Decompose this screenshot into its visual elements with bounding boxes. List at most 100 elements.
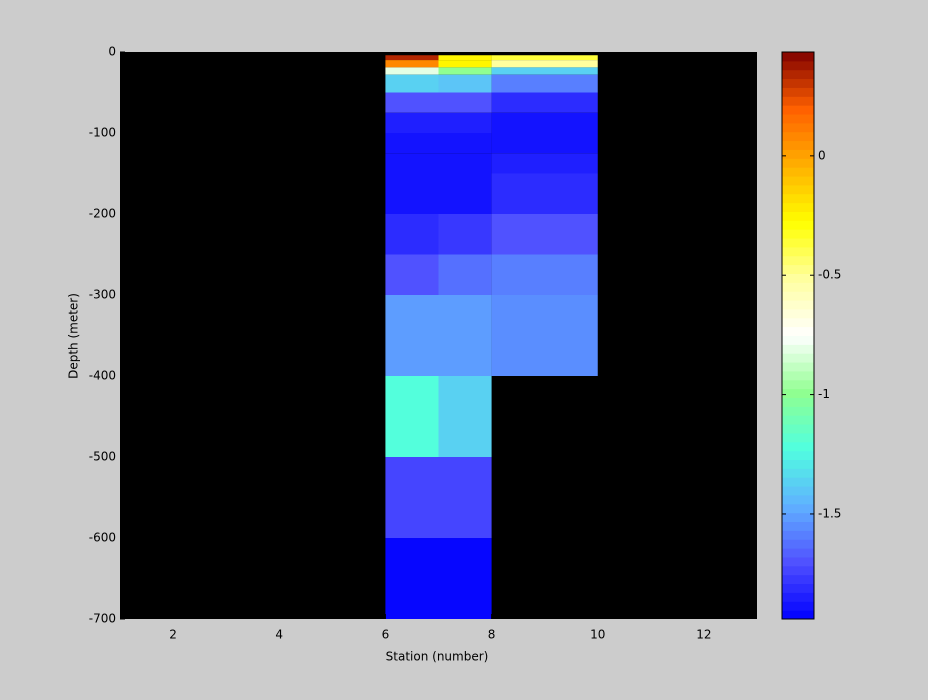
heat-cell (491, 74, 598, 93)
colorbar-step (782, 264, 814, 274)
heat-cell (491, 112, 598, 133)
colorbar-step (782, 388, 814, 399)
heat-cell (438, 457, 492, 538)
heat-cell (385, 295, 439, 376)
colorbar-step (782, 96, 814, 106)
y-tick-label: -300 (89, 288, 116, 302)
colorbar-step (782, 238, 814, 248)
colorbar-step (782, 539, 814, 549)
colorbar-step (782, 353, 814, 363)
heat-cell (385, 60, 439, 68)
colorbar-step (782, 291, 814, 301)
heat-cell (438, 92, 492, 113)
colorbar-step (782, 494, 814, 505)
colorbar-step (782, 477, 814, 487)
heat-cell (491, 295, 598, 376)
x-axis-label: Station (number) (386, 650, 489, 664)
colorbar-tick-label: -1 (818, 387, 830, 401)
colorbar-step (782, 69, 814, 80)
heat-cell (438, 133, 492, 154)
y-tick-label: 0 (108, 45, 116, 59)
y-tick-label: -200 (89, 207, 116, 221)
heat-cell (438, 112, 492, 133)
x-tick-label: 4 (275, 628, 283, 642)
colorbar-step (782, 512, 814, 523)
heat-cell (491, 92, 598, 113)
heat-cell (385, 538, 439, 619)
heat-cell (491, 214, 598, 255)
colorbar-step (782, 521, 814, 531)
colorbar-step (782, 530, 814, 540)
colorbar-step (782, 131, 814, 142)
x-tick-label: 6 (382, 628, 390, 642)
heat-cell (385, 153, 439, 174)
heat-cell (491, 133, 598, 154)
y-tick-label: -700 (89, 612, 116, 626)
colorbar-tick-label: -1.5 (818, 506, 841, 520)
colorbar-step (782, 114, 814, 124)
colorbar-tick-label: -0.5 (818, 268, 841, 282)
colorbar-step (782, 255, 814, 266)
heat-cell (385, 112, 439, 133)
colorbar-step (782, 202, 814, 212)
colorbar-step (782, 362, 814, 372)
colorbar-step (782, 122, 814, 133)
colorbar-step (782, 282, 814, 292)
heat-cell (438, 55, 492, 61)
heat-cell (385, 67, 439, 75)
colorbar-frame (781, 51, 815, 620)
colorbar-step (782, 441, 814, 452)
heat-cell (438, 173, 492, 214)
y-axis-label: Depth (meter) (67, 293, 81, 379)
heat-cell (491, 55, 598, 61)
x-tick-label: 12 (696, 628, 711, 642)
colorbar-step (782, 406, 814, 416)
colorbar-step (782, 167, 814, 177)
heat-cell (385, 254, 439, 295)
heat-cell (385, 55, 439, 61)
heat-cell (438, 295, 492, 376)
colorbar-step (782, 52, 814, 62)
colorbar-step (782, 344, 814, 354)
colorbar-step (782, 601, 814, 611)
colorbar-step (782, 486, 814, 496)
colorbar-step (782, 105, 814, 115)
heat-cell (438, 376, 492, 457)
heat-cell (491, 153, 598, 174)
colorbar-step (782, 450, 814, 461)
y-tick-label: -400 (89, 369, 116, 383)
colorbar-step (782, 149, 814, 159)
heat-cell (385, 214, 439, 255)
x-tick-label: 10 (590, 628, 605, 642)
colorbar-step (782, 176, 814, 186)
colorbar-step (782, 370, 814, 381)
colorbar-step (782, 140, 814, 150)
colorbar-step (782, 565, 814, 576)
colorbar-step (782, 556, 814, 567)
colorbar-step (782, 583, 814, 593)
colorbar-step (782, 158, 814, 168)
heat-cell (438, 153, 492, 174)
colorbar-step (782, 379, 814, 390)
colorbar-step (782, 459, 814, 469)
colorbar-step (782, 317, 814, 328)
heat-cell (438, 74, 492, 93)
heat-cell (385, 376, 439, 457)
colorbar-step (782, 592, 814, 602)
colorbar-step (782, 326, 814, 336)
colorbar-step (782, 503, 814, 514)
heat-cell (385, 457, 439, 538)
colorbar-step (782, 432, 814, 443)
heat-cell (385, 173, 439, 214)
colorbar-step (782, 574, 814, 585)
colorbar-step (782, 308, 814, 319)
heat-cell (491, 254, 598, 295)
heat-cell (491, 173, 598, 214)
heat-cell (438, 254, 492, 295)
colorbar-step (782, 273, 814, 283)
colorbar-step (782, 548, 814, 558)
colorbar-step (782, 300, 814, 310)
colorbar-step (782, 246, 814, 257)
